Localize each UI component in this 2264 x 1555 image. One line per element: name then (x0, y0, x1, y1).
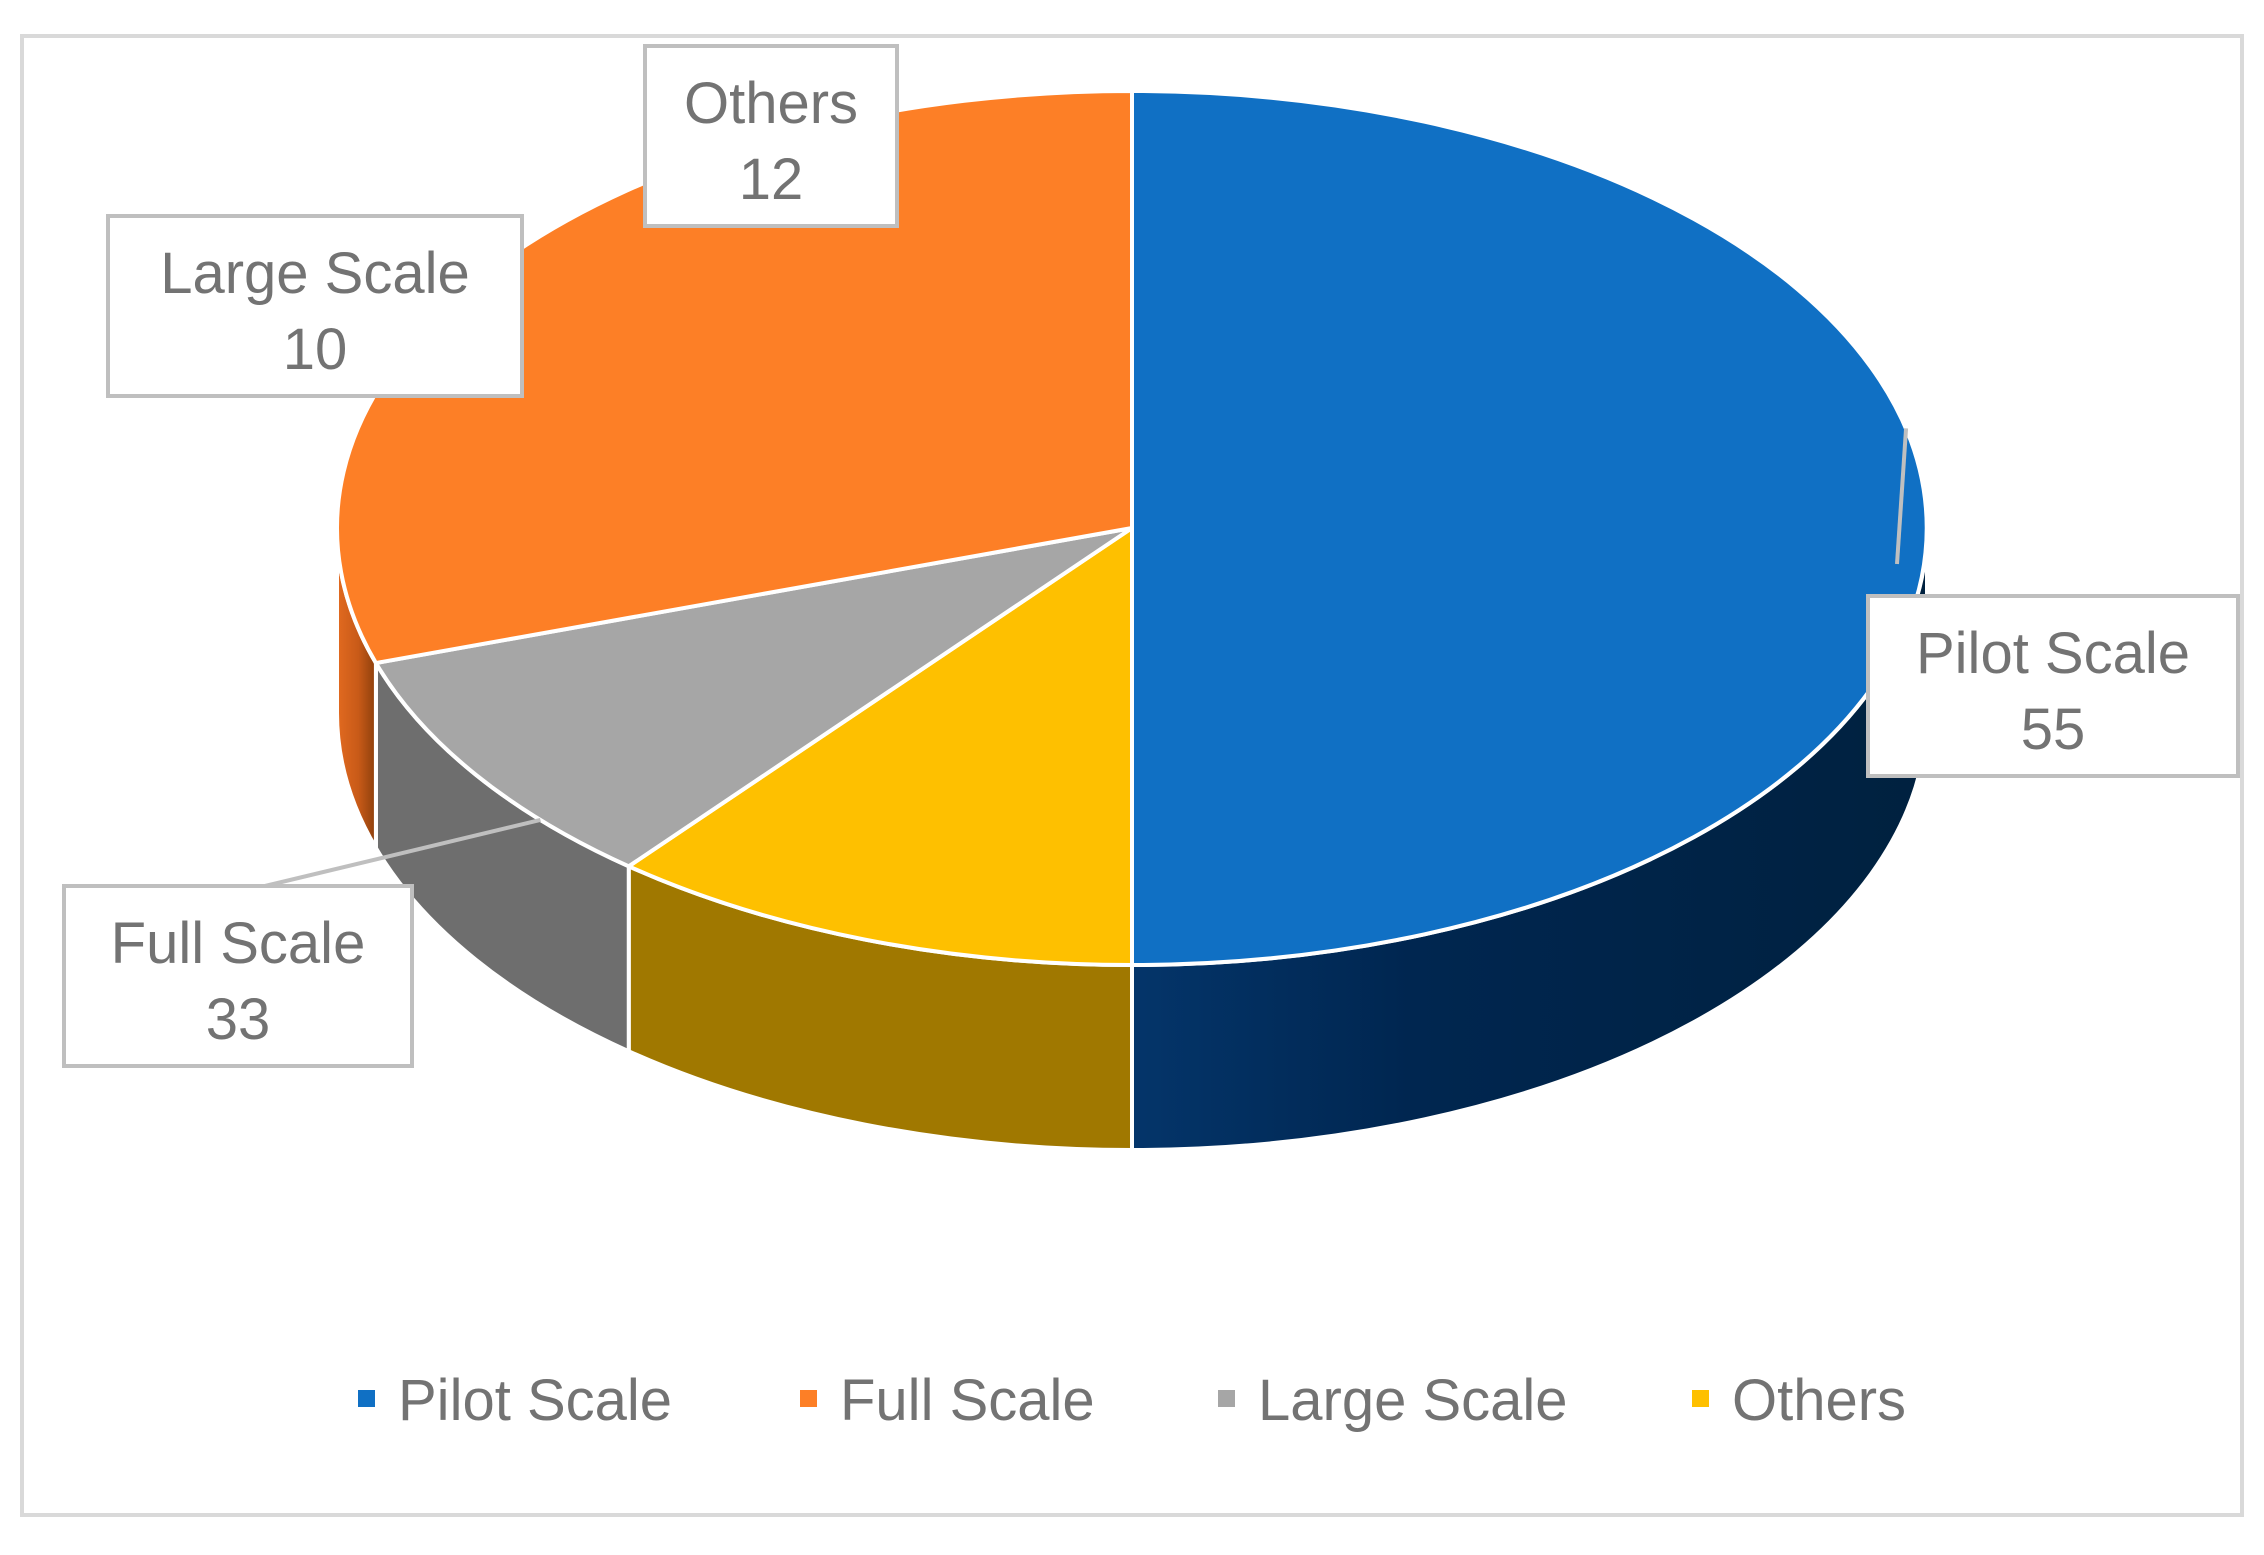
pie-slice-pilot-scale (1130, 89, 1929, 967)
data-label-value-pilot-scale: 55 (2021, 697, 2086, 762)
data-label-box-others (643, 44, 899, 228)
legend-swatch-large-scale (1218, 1390, 1235, 1407)
data-label-box-full-scale (62, 884, 414, 1068)
pie-slice-others (626, 526, 1134, 967)
leader-line-pilot-scale (1895, 428, 1909, 565)
legend-label-full-scale: Full Scale (840, 1368, 1095, 1433)
legend-swatch-others (1692, 1390, 1709, 1407)
data-label-value-large-scale: 10 (283, 317, 348, 382)
data-label-name-pilot-scale: Pilot Scale (1916, 621, 2190, 686)
data-label-box-large-scale (106, 214, 524, 398)
legend-label-others: Others (1732, 1368, 1906, 1433)
data-label-name-full-scale: Full Scale (111, 911, 366, 976)
legend-item-others: Others (1692, 1368, 1906, 1433)
legend-item-large-scale: Large Scale (1218, 1368, 1568, 1433)
legend-item-full-scale: Full Scale (800, 1368, 1095, 1433)
leader-line-full-scale (264, 817, 541, 888)
legend-swatch-full-scale (800, 1390, 817, 1407)
data-label-value-others: 12 (739, 147, 804, 212)
data-label-name-others: Others (684, 71, 858, 136)
legend-item-pilot-scale: Pilot Scale (358, 1368, 672, 1433)
pie-slice-large-scale (373, 526, 1134, 869)
data-label-value-full-scale: 33 (206, 987, 271, 1052)
legend-label-large-scale: Large Scale (1258, 1368, 1568, 1433)
legend-label-pilot-scale: Pilot Scale (398, 1368, 672, 1433)
data-label-name-large-scale: Large Scale (160, 241, 470, 306)
data-label-box-pilot-scale (1866, 594, 2240, 778)
legend-swatch-pilot-scale (358, 1390, 375, 1407)
